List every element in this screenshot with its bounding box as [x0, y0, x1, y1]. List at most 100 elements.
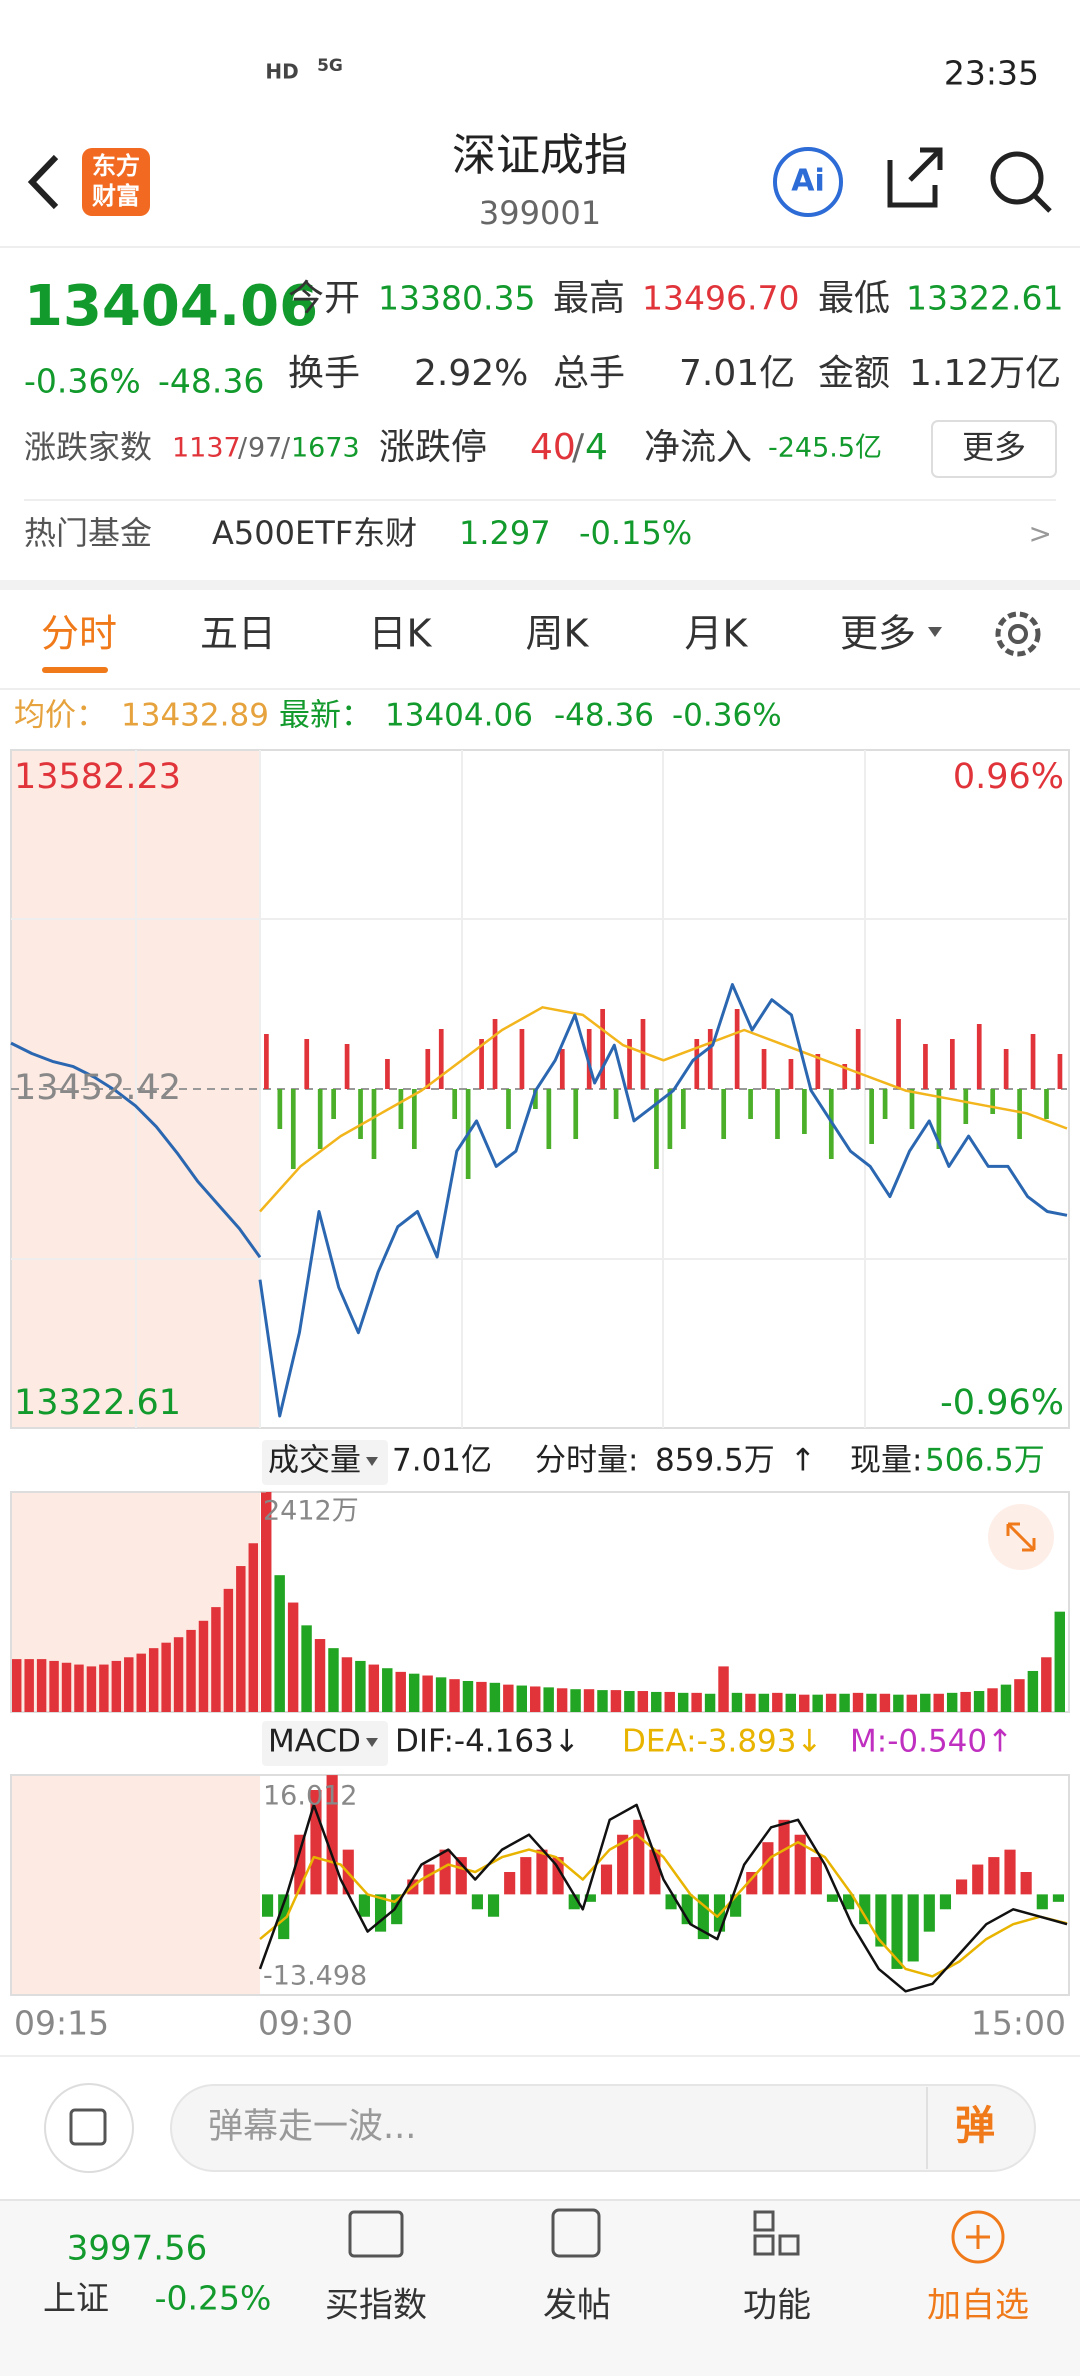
field-label: 总手 [553, 353, 625, 394]
macd-bar [358, 1894, 370, 1917]
share-button[interactable] [887, 147, 943, 208]
volume-selector[interactable] [262, 1440, 388, 1485]
flow-bar [775, 1089, 780, 1139]
macd-bar [762, 1842, 774, 1895]
dif-value: DIF:-4.163↓ [395, 1724, 580, 1760]
volume-bar [435, 1677, 447, 1712]
danmaku-settings[interactable] [44, 2083, 134, 2173]
settings-button[interactable] [995, 611, 1041, 657]
flow-bar [1017, 1089, 1022, 1139]
nav-item[interactable]: 加自选 [927, 2286, 1029, 2326]
volume-bar [111, 1660, 122, 1712]
volume-bar [664, 1691, 675, 1712]
time-label: 09:15 [14, 2004, 109, 2043]
limit-label: 涨跌停 [379, 427, 487, 468]
volume-bar [691, 1692, 702, 1712]
pct-min-label: -0.96% [940, 1383, 1064, 1423]
latest-change-pct: -0.36% [672, 698, 782, 734]
macd-bar [310, 1789, 322, 1895]
index-name: 上证 [43, 2279, 109, 2318]
settings-core [1008, 624, 1028, 644]
price-line [258, 983, 1068, 1418]
volume-total: 7.01亿 [392, 1443, 492, 1479]
macd-selector[interactable] [262, 1721, 388, 1766]
volume-bar [973, 1691, 985, 1712]
page-title: 深证成指 [452, 130, 628, 181]
comment-input[interactable] [170, 2084, 1036, 2172]
nav-item[interactable]: 发帖 [543, 2286, 611, 2326]
fund-price: 1.297 [459, 514, 551, 552]
ai-label: Ai [791, 164, 825, 199]
volume-bar [825, 1693, 837, 1712]
volume-bar [161, 1642, 171, 1712]
macd-bar [439, 1849, 451, 1895]
macd-bar [617, 1834, 629, 1895]
search-button[interactable] [990, 151, 1044, 205]
macd-bar [988, 1857, 1000, 1895]
flow-bar [788, 1059, 794, 1089]
macd-bar [939, 1894, 952, 1910]
volume-bar [74, 1664, 84, 1712]
macd-bar [487, 1894, 500, 1917]
dif-line [258, 1803, 1068, 1993]
flow-bar [815, 1054, 821, 1089]
more-label: 更多 [962, 428, 1026, 466]
volume-bar [530, 1686, 541, 1712]
volume-max-label: 2412万 [263, 1496, 359, 1527]
tab[interactable]: 日K [369, 612, 433, 656]
nav-item[interactable]: 功能 [743, 2286, 811, 2326]
flow-bar [344, 1044, 350, 1089]
dea-line [259, 1833, 1068, 1978]
field-label: 最低 [818, 278, 890, 319]
macd-bar [923, 1894, 935, 1932]
macd-bar [1036, 1894, 1048, 1910]
separator: / [572, 427, 585, 468]
dropdown-arrow [366, 1457, 378, 1466]
tab[interactable]: 周K [526, 612, 590, 656]
limit-up: 40 [530, 427, 576, 468]
volume-bar [136, 1653, 146, 1712]
back-button[interactable] [27, 154, 59, 210]
macd-bar [391, 1894, 403, 1925]
flow-bar [694, 1039, 700, 1089]
tab[interactable]: 分时 [41, 612, 117, 656]
macd-bar [843, 1894, 855, 1910]
volume-bar [236, 1566, 246, 1712]
volume-bar [543, 1687, 554, 1712]
tab[interactable]: 更多 [840, 612, 916, 656]
volume-bar [704, 1693, 716, 1712]
flow-bar [533, 1089, 538, 1109]
flow-bar [627, 1039, 632, 1089]
volume-bar [583, 1689, 595, 1712]
volume-bar [946, 1692, 958, 1712]
volume-bar [610, 1690, 622, 1712]
field-label: 最高 [553, 278, 625, 319]
macd-bar [471, 1894, 483, 1910]
flow-bar [680, 1089, 686, 1129]
macd-bar [891, 1894, 903, 1969]
logo-text: 财富 [92, 182, 140, 210]
flow-bar [1003, 1049, 1009, 1089]
time-label: 15:00 [971, 2004, 1066, 2043]
volume-bar [731, 1692, 743, 1712]
tab[interactable]: 五日 [200, 612, 276, 656]
now-volume-label: 现量: [850, 1443, 922, 1479]
macd-bar [455, 1857, 467, 1895]
field-label: 今开 [288, 278, 360, 319]
avg-price: 13432.89 [121, 698, 269, 734]
ai-button[interactable] [773, 147, 843, 217]
tab[interactable]: 月K [685, 612, 749, 656]
danmaku-toggle[interactable]: 弹 [955, 2103, 995, 2149]
breadth-label: 涨跌家数 [24, 428, 152, 466]
flow-bar [734, 1009, 740, 1089]
fund-name: A500ETF东财 [212, 514, 417, 552]
volume-bar [933, 1693, 944, 1712]
volume-bar [758, 1693, 770, 1712]
nav-item[interactable]: 买指数 [325, 2286, 427, 2326]
more-button[interactable] [931, 420, 1057, 478]
latest-change: -48.36 [554, 698, 654, 734]
premarket-line [10, 1041, 262, 1259]
baseline-label: 13452.42 [14, 1068, 181, 1108]
volume-bar [341, 1657, 353, 1712]
volume-bar [148, 1648, 159, 1712]
